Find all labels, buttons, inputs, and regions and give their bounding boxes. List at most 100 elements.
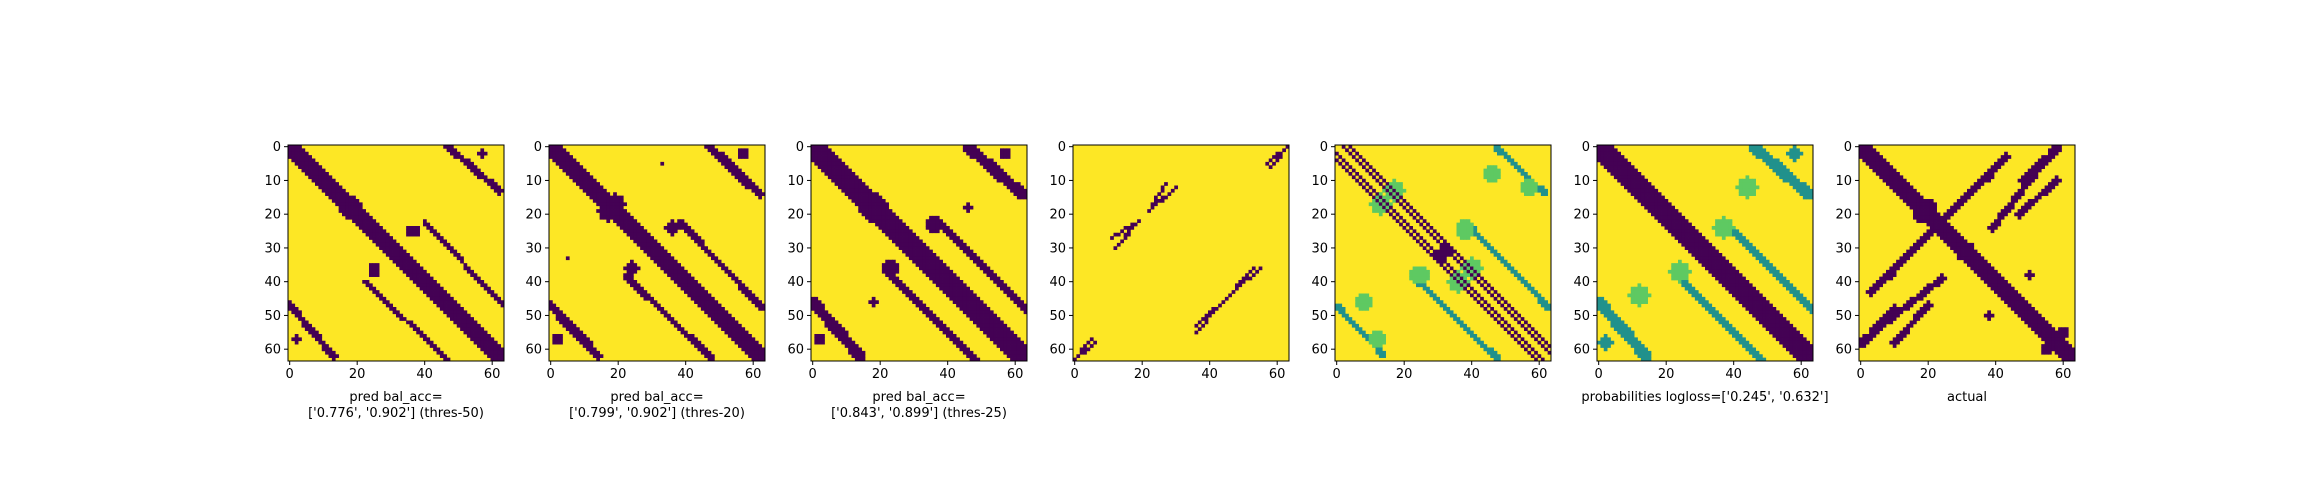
heatmap-cell <box>1923 236 1927 240</box>
heatmap-cell <box>881 263 886 267</box>
heatmap-cell <box>1600 340 1605 345</box>
heatmap-cell <box>1348 145 1353 149</box>
heatmap-cell <box>385 253 390 257</box>
heatmap-cell <box>1929 229 1934 234</box>
heatmap-cell <box>1459 276 1464 281</box>
heatmap-cell <box>1620 172 1625 176</box>
heatmap-cell <box>1463 283 1467 288</box>
heatmap-cell <box>1524 178 1528 183</box>
heatmap-cell <box>1772 323 1777 328</box>
heatmap-cell <box>1980 182 1985 186</box>
heatmap-cell <box>989 327 994 331</box>
heatmap-cell <box>630 236 634 240</box>
heatmap-cell <box>1926 219 1931 223</box>
heatmap-cell <box>315 337 319 342</box>
heatmap-cell <box>1422 226 1427 230</box>
heatmap-cell <box>841 334 846 338</box>
heatmap-cell <box>1524 172 1528 176</box>
heatmap-cell <box>1694 293 1699 298</box>
heatmap-cell <box>1977 266 1981 271</box>
heatmap-cell <box>453 148 458 153</box>
heatmap-cell <box>606 215 611 220</box>
heatmap-cell <box>1967 253 1971 257</box>
heatmap-cell <box>1973 259 1978 264</box>
heatmap-cell <box>858 354 862 358</box>
heatmap-cell <box>1527 283 1532 288</box>
heatmap-cell <box>2017 215 2022 220</box>
heatmap-cell <box>315 330 319 335</box>
heatmap-cell <box>1923 239 1927 244</box>
heatmap-cell <box>1775 334 1780 338</box>
heatmap-cell <box>1732 327 1736 331</box>
heatmap-cell <box>905 236 910 240</box>
heatmap-cell <box>657 256 661 261</box>
heatmap-cell <box>406 259 410 264</box>
heatmap-cell <box>2021 205 2025 210</box>
heatmap-cell <box>1000 178 1004 183</box>
heatmap-cell <box>439 286 444 291</box>
heatmap-cell <box>1892 172 1897 176</box>
heatmap-cell <box>1738 280 1743 284</box>
heatmap-cell <box>1936 229 1941 234</box>
heatmap-cell <box>1497 168 1501 173</box>
heatmap-cell <box>1537 300 1542 304</box>
heatmap-cell <box>453 249 458 254</box>
heatmap-cell <box>1728 330 1733 335</box>
heatmap-cell <box>744 148 749 153</box>
heatmap-cell <box>1772 317 1777 321</box>
heatmap-cell <box>761 350 766 355</box>
heatmap-cell <box>298 155 302 159</box>
heatmap-cell <box>868 209 873 213</box>
heatmap-cell <box>694 283 698 288</box>
x-tick-label: 60 <box>1531 367 1548 382</box>
heatmap-cell <box>1786 337 1790 342</box>
heatmap-cell <box>423 269 427 274</box>
heatmap-cell <box>996 344 1001 348</box>
axes-frame <box>1334 144 1552 362</box>
heatmap-cell <box>895 215 900 220</box>
heatmap-cell <box>848 195 852 200</box>
heatmap-cell <box>993 280 997 284</box>
heatmap-cell <box>858 209 862 213</box>
heatmap-cell <box>1341 313 1346 318</box>
heatmap-cell <box>315 334 319 338</box>
heatmap-cell <box>1872 168 1877 173</box>
heatmap-cell <box>396 313 400 318</box>
heatmap-cell <box>817 303 822 308</box>
heatmap-cell <box>288 151 292 156</box>
heatmap-cell <box>2010 307 2015 311</box>
heatmap-cell <box>1537 188 1542 193</box>
heatmap-cell <box>1634 195 1638 200</box>
heatmap-cell <box>1610 151 1615 156</box>
y-tick-label: 0 <box>796 140 804 155</box>
heatmap-cell <box>439 236 444 240</box>
heatmap-cell <box>372 236 377 240</box>
heatmap-cell <box>1765 310 1770 315</box>
heatmap-cell <box>1013 344 1018 348</box>
heatmap-cell <box>956 242 960 247</box>
heatmap-cell <box>834 172 839 176</box>
heatmap-cell <box>450 296 454 301</box>
heatmap-cell <box>1806 357 1810 362</box>
heatmap-cell <box>1779 273 1783 277</box>
heatmap-cell <box>949 296 954 301</box>
heatmap-cell <box>626 222 631 227</box>
heatmap-cell <box>1245 276 1249 281</box>
heatmap-cell <box>1953 209 1958 213</box>
heatmap-cell <box>875 209 879 213</box>
heatmap-cell <box>294 337 299 342</box>
heatmap-cell <box>294 145 299 149</box>
heatmap-cell <box>660 161 665 166</box>
heatmap-cell <box>827 313 832 318</box>
heatmap-cell <box>1640 350 1645 355</box>
heatmap-cell <box>885 226 889 230</box>
heatmap-cell <box>1715 259 1719 264</box>
heatmap-cell <box>1449 286 1454 291</box>
x-tick-label: 20 <box>1658 367 1675 382</box>
heatmap-cell <box>1694 229 1699 234</box>
heatmap-cell <box>1742 340 1746 345</box>
heatmap-cell <box>1537 354 1542 358</box>
heatmap-cell <box>966 246 970 250</box>
heatmap-cell <box>466 320 471 325</box>
heatmap-cell <box>308 175 312 180</box>
